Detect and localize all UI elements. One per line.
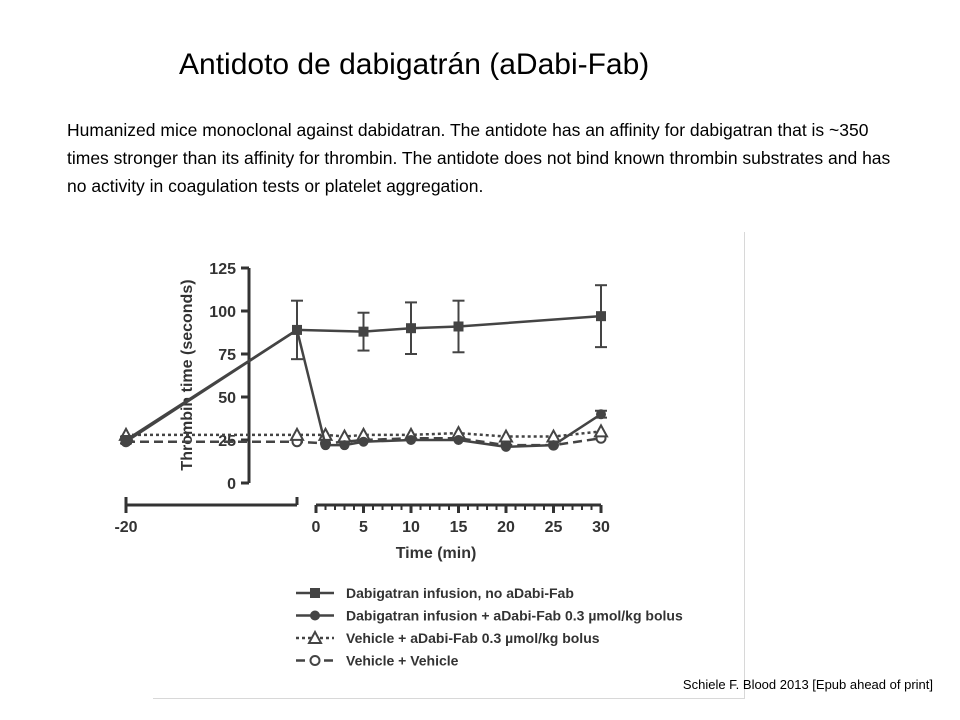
y-tick-label: 50 [218, 390, 236, 407]
legend: Dabigatran infusion, no aDabi-Fab Dabigat… [296, 585, 683, 669]
x-tick-label: -20 [114, 519, 137, 536]
data-point [548, 440, 559, 451]
slide-title: Antidoto de dabigatrán (aDabi-Fab) [179, 48, 650, 81]
data-point [498, 428, 514, 443]
legend-entry: Vehicle + Vehicle [296, 653, 459, 669]
y-tick-label: 100 [209, 304, 236, 321]
y-tick-label: 75 [218, 347, 236, 364]
data-point [453, 435, 464, 445]
y-axis-label: Thrombin time (seconds) [179, 279, 196, 470]
data-point [453, 321, 464, 332]
legend-entry: Dabigatran infusion, no aDabi-Fab [296, 585, 574, 601]
description-text: Humanized mice monoclonal against dabida… [67, 120, 891, 196]
y-tick-label: 0 [227, 476, 236, 493]
legend-entry: Vehicle + aDabi-Fab 0.3 µmol/kg bolus [296, 629, 600, 646]
x-tick-label: 15 [450, 519, 468, 536]
series-line [126, 437, 602, 447]
data-point [501, 441, 511, 452]
x-tick-label: 20 [497, 519, 515, 536]
citation: Schiele F. Blood 2013 [Epub ahead of pri… [682, 677, 933, 692]
legend-marker [310, 610, 320, 621]
data-point [289, 426, 305, 441]
legend-marker [310, 588, 320, 598]
data-point [339, 440, 350, 451]
x-tick-label: 0 [312, 519, 321, 536]
data-point [358, 436, 369, 447]
series-line [125, 314, 602, 442]
series-line [126, 430, 602, 438]
data-point [358, 326, 369, 337]
figure-border [153, 232, 745, 699]
x-axis-label: Time (min) [396, 545, 477, 562]
data-point [292, 324, 302, 335]
series-layer [118, 284, 609, 452]
legend-marker [307, 629, 323, 644]
legend-label: Vehicle + Vehicle [346, 653, 459, 669]
legend-entry: Dabigatran infusion + aDabi-Fab 0.3 µmol… [296, 608, 683, 624]
data-point [121, 435, 131, 445]
legend-label: Dabigatran infusion + aDabi-Fab 0.3 µmol… [346, 608, 683, 624]
x-tick-label: 10 [402, 519, 420, 536]
x-tick-label: 5 [359, 519, 368, 536]
legend-label: Dabigatran infusion, no aDabi-Fab [346, 585, 574, 601]
data-point [320, 440, 331, 451]
y-tick-label: 125 [209, 261, 236, 278]
data-point [406, 323, 416, 334]
data-point [593, 423, 609, 438]
legend-marker [309, 655, 321, 666]
series-0 [120, 284, 607, 445]
series-line [125, 327, 602, 449]
legend-label: Vehicle + aDabi-Fab 0.3 µmol/kg bolus [346, 630, 600, 646]
x-tick-label: 30 [592, 519, 610, 536]
data-point [596, 311, 606, 322]
data-point [596, 409, 606, 420]
x-tick-label: 25 [545, 519, 563, 536]
data-point [406, 435, 416, 445]
